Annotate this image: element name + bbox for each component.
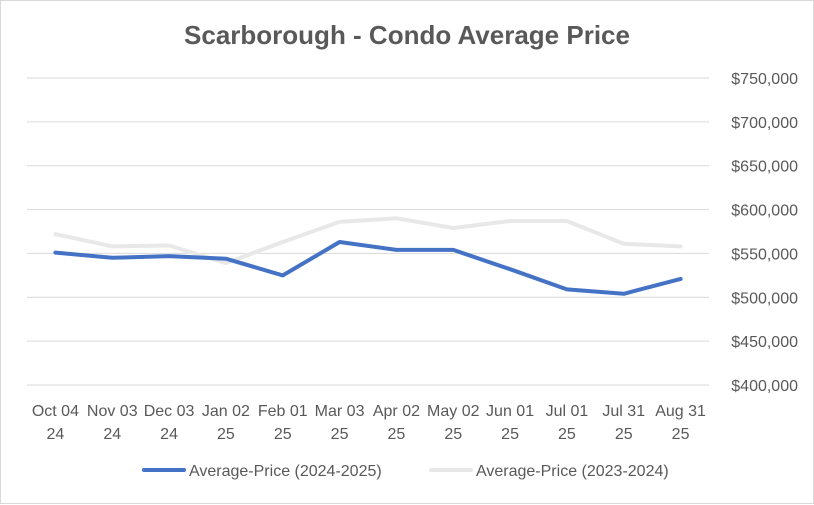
legend: Average-Price (2024-2025) Average-Price (…	[142, 463, 669, 480]
x-tick-label-year: 24	[160, 426, 178, 443]
x-tick-label: Feb 01	[258, 403, 308, 420]
legend-label: Average-Price (2023-2024)	[476, 463, 669, 480]
legend-label: Average-Price (2024-2025)	[189, 463, 382, 480]
x-tick-label-year: 25	[558, 426, 576, 443]
x-tick-label: Oct 04	[32, 403, 79, 420]
x-tick-label-year: 25	[615, 426, 633, 443]
y-tick-label: $650,000	[731, 159, 798, 176]
x-tick-label: Aug 31	[655, 403, 706, 420]
x-tick-label-year: 25	[444, 426, 462, 443]
y-axis-tick-labels: $400,000 $450,000 $500,000 $550,000 $600,000…	[731, 71, 798, 395]
y-tick-label: $550,000	[731, 246, 798, 263]
x-tick-label: Jan 02	[202, 403, 250, 420]
y-tick-label: $600,000	[731, 203, 798, 220]
x-tick-label-year: 25	[274, 426, 292, 443]
x-tick-label: Jun 01	[486, 403, 534, 420]
x-tick-label-year: 25	[501, 426, 519, 443]
x-tick-label-year: 24	[47, 426, 65, 443]
x-tick-label-year: 25	[388, 426, 406, 443]
x-tick-label: Jul 31	[602, 403, 645, 420]
y-tick-label: $700,000	[731, 115, 798, 132]
y-tick-label: $500,000	[731, 290, 798, 307]
y-tick-label: $750,000	[731, 71, 798, 88]
chart-title: Scarborough - Condo Average Price	[184, 20, 630, 50]
y-tick-label: $450,000	[731, 334, 798, 351]
series-line	[53, 240, 683, 296]
x-tick-label-year: 24	[103, 426, 121, 443]
gridlines	[27, 77, 709, 386]
x-tick-label: Mar 03	[315, 403, 365, 420]
x-tick-label: Apr 02	[373, 403, 420, 420]
y-tick-label: $400,000	[731, 378, 798, 395]
x-axis-tick-labels: Oct 04 24 Nov 03 24 Dec 03 24 Jan 02 25 Feb 01 25…	[32, 403, 706, 443]
x-tick-label-year: 25	[672, 426, 690, 443]
x-tick-label: Jul 01	[546, 403, 589, 420]
series-lines	[53, 216, 683, 296]
x-tick-label: Nov 03	[87, 403, 138, 420]
x-tick-label: Dec 03	[144, 403, 195, 420]
x-tick-label-year: 25	[331, 426, 349, 443]
x-tick-label-year: 25	[217, 426, 235, 443]
x-tick-label: May 02	[427, 403, 480, 420]
series-line	[53, 216, 683, 266]
